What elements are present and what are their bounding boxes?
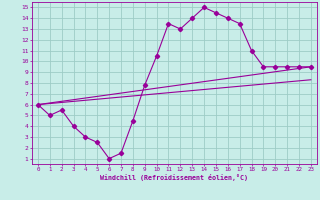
X-axis label: Windchill (Refroidissement éolien,°C): Windchill (Refroidissement éolien,°C) <box>100 174 248 181</box>
